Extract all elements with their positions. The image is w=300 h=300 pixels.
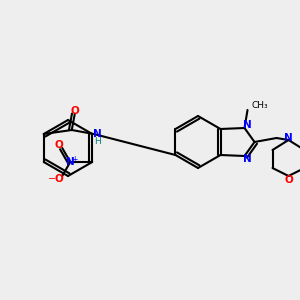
- Text: N: N: [93, 129, 102, 139]
- Text: N: N: [66, 157, 75, 167]
- Text: CH₃: CH₃: [251, 101, 268, 110]
- Text: N: N: [243, 120, 252, 130]
- Text: +: +: [71, 154, 77, 164]
- Text: O: O: [55, 140, 64, 150]
- Text: O: O: [55, 174, 64, 184]
- Text: H: H: [94, 136, 101, 146]
- Text: O: O: [70, 106, 79, 116]
- Text: N: N: [243, 154, 252, 164]
- Text: O: O: [284, 175, 293, 185]
- Text: −: −: [48, 174, 56, 184]
- Text: N: N: [284, 133, 293, 143]
